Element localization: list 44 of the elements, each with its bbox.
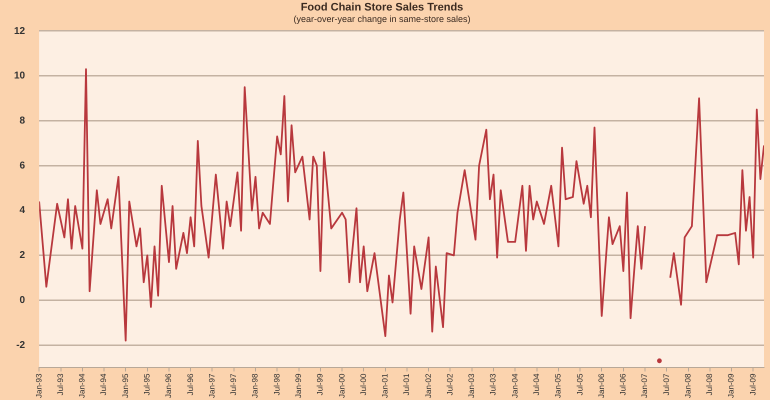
y-tick-label: 6 bbox=[20, 160, 26, 172]
x-tick-label: Jul-05 bbox=[575, 372, 584, 396]
x-tick-label: Jan-95 bbox=[120, 372, 130, 398]
x-tick-label: Jul-06 bbox=[618, 372, 628, 396]
x-tick-label: Jan-98 bbox=[250, 372, 260, 398]
x-tick-label: Jul-09 bbox=[748, 372, 758, 396]
chart-title: Food Chain Store Sales Trends bbox=[300, 2, 464, 14]
x-tick-label: Jan-09 bbox=[726, 372, 736, 398]
x-tick-label: Jul-03 bbox=[488, 372, 498, 396]
x-tick-label: Jul-98 bbox=[272, 372, 282, 396]
x-tick-label: Jul-97 bbox=[229, 372, 238, 396]
x-tick-label: Jan-05 bbox=[554, 372, 563, 398]
x-tick-label: Jan-07 bbox=[640, 372, 650, 398]
chart-subtitle: (year-over-year change in same-store sales) bbox=[293, 14, 471, 24]
y-tick-label: 10 bbox=[14, 70, 26, 82]
x-tick-label: Jul-94 bbox=[99, 372, 108, 396]
y-tick-label: 8 bbox=[20, 115, 26, 126]
x-tick-label: Jan-99 bbox=[294, 372, 303, 398]
x-tick-label: Jan-96 bbox=[164, 372, 174, 398]
x-tick-label: Jan-00 bbox=[337, 372, 346, 398]
x-tick-label: Jul-07 bbox=[662, 372, 671, 396]
x-tick-label: Jan-03 bbox=[467, 372, 476, 398]
x-tick-label: Jul-08 bbox=[705, 372, 714, 396]
y-tick-label: 12 bbox=[14, 26, 26, 37]
x-tick-label: Jul-93 bbox=[56, 372, 65, 396]
x-tick-label: Jul-96 bbox=[186, 372, 195, 396]
x-tick-label: Jan-01 bbox=[380, 372, 390, 398]
x-tick-label: Jul-99 bbox=[316, 372, 325, 396]
x-tick-label: Jan-06 bbox=[596, 372, 606, 398]
y-tick-label: -2 bbox=[16, 340, 26, 351]
x-tick-label: Jan-93 bbox=[34, 372, 44, 398]
x-tick-label: Jul-00 bbox=[358, 372, 368, 396]
x-tick-label: Jul-02 bbox=[445, 372, 454, 396]
x-tick-label: Jul-01 bbox=[402, 372, 412, 396]
x-tick-label: Jan-97 bbox=[207, 372, 216, 398]
x-tick-label: Jan-94 bbox=[78, 372, 87, 398]
x-tick-label: Jan-02 bbox=[424, 372, 433, 398]
x-tick-label: Jul-95 bbox=[142, 372, 152, 396]
x-tick-label: Jan-04 bbox=[510, 372, 520, 398]
x-tick-label: Jul-04 bbox=[532, 372, 542, 396]
y-tick-label: 0 bbox=[20, 294, 26, 306]
y-tick-label: 2 bbox=[20, 250, 26, 262]
y-tick-label: 4 bbox=[20, 205, 26, 216]
x-tick-label: Jan-08 bbox=[683, 372, 692, 398]
